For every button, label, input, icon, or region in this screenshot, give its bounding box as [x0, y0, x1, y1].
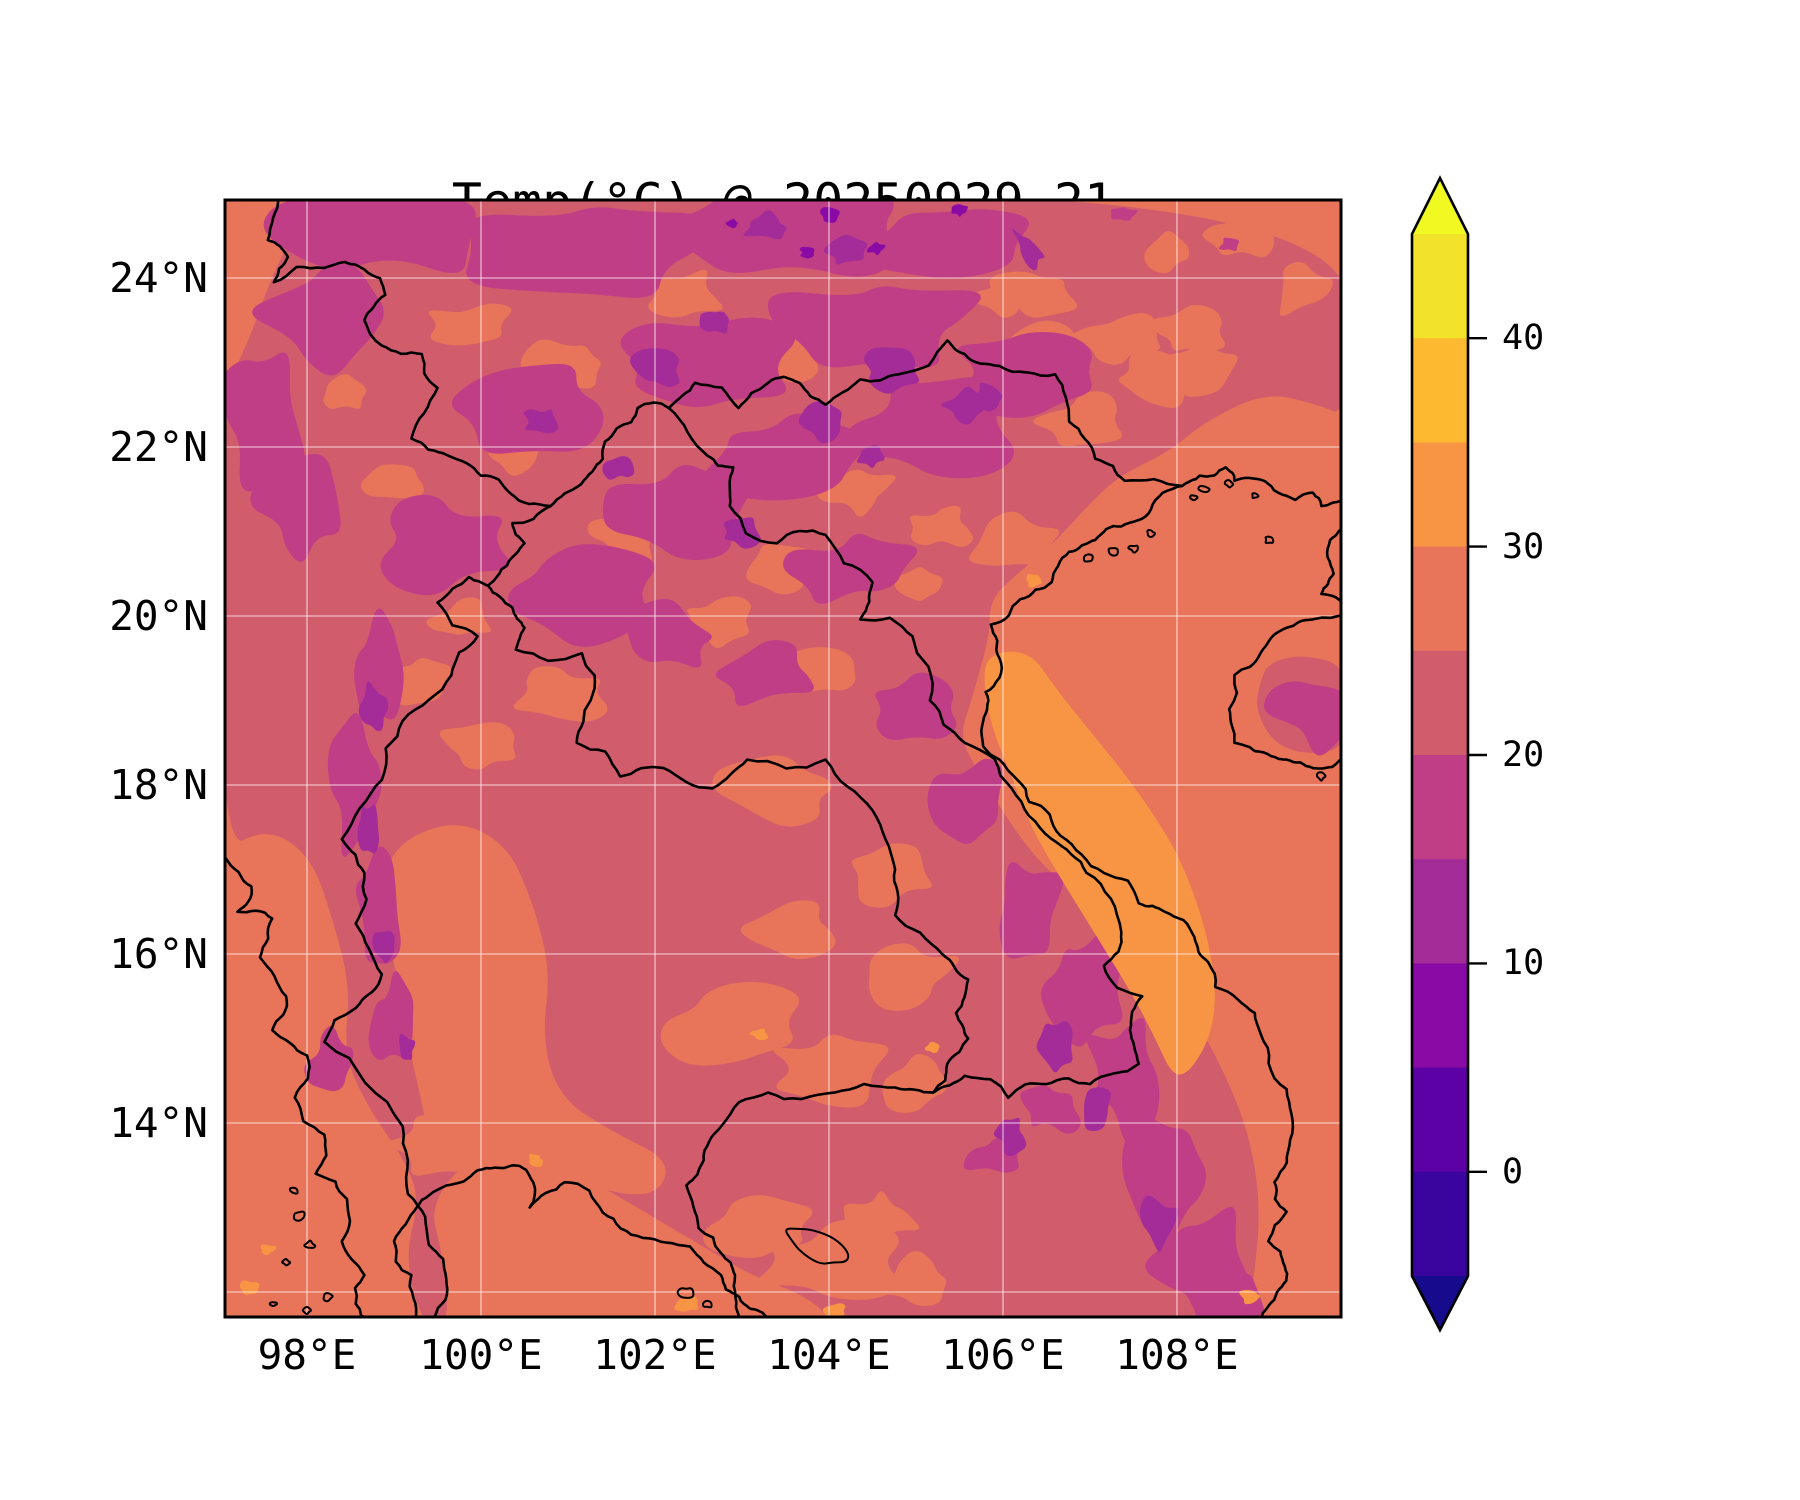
x-tick-label: 98°E [257, 1331, 357, 1379]
colorbar-tick-label: 10 [1502, 943, 1545, 984]
colorbar-tick-label: 20 [1502, 735, 1545, 775]
colorbar-tick-label: 0 [1502, 1151, 1524, 1192]
y-tick-label: 18°N [109, 761, 208, 809]
x-tick-label: 108°E [1115, 1331, 1239, 1379]
y-tick-label: 24°N [109, 254, 208, 302]
y-tick-label: 20°N [109, 592, 208, 640]
colorbar-tick-label: 30 [1502, 526, 1545, 567]
colorbar-tick-label: 40 [1502, 318, 1545, 359]
x-tick-label: 102°E [593, 1331, 717, 1379]
y-tick-label: 22°N [109, 423, 208, 471]
y-tick-label: 16°N [109, 930, 208, 978]
y-tick-label: 14°N [109, 1099, 208, 1147]
x-tick-label: 100°E [419, 1331, 543, 1379]
x-tick-label: 104°E [767, 1331, 891, 1379]
x-tick-label: 106°E [941, 1331, 1065, 1379]
